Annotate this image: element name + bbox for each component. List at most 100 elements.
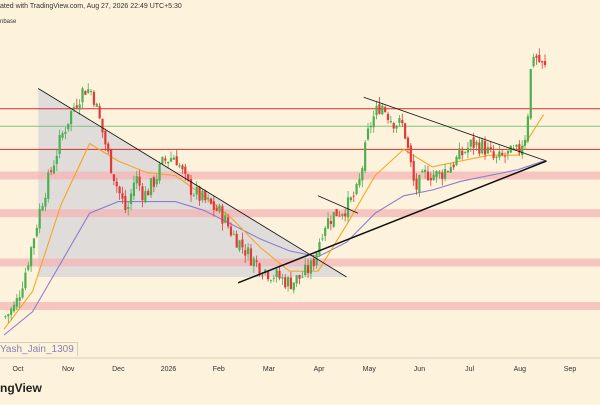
candle-body [515, 144, 518, 147]
candle-body [15, 298, 18, 307]
trendline-ascending-support [237, 160, 547, 284]
trendline-symmetrical-triangle-top [363, 96, 547, 162]
candle-body [286, 277, 290, 287]
candle-body [386, 113, 390, 120]
candle-body [212, 201, 215, 210]
candle-body [466, 147, 470, 153]
candle-body [247, 247, 250, 255]
candle-body [172, 157, 175, 160]
candle-body [109, 149, 113, 174]
candle-body [69, 110, 73, 125]
candle-body [361, 168, 364, 181]
candle-body [249, 248, 253, 266]
candle-body [195, 187, 198, 195]
x-tick-label: Jun [414, 366, 425, 373]
candle-body [481, 139, 484, 154]
candle-body [7, 314, 10, 317]
level-zone-upper [0, 171, 600, 180]
candle-body [352, 195, 355, 197]
candle-body [409, 145, 412, 163]
level-zone-mid [0, 209, 600, 218]
candle-body [87, 89, 90, 93]
candle-body [64, 131, 67, 134]
candle-body [118, 186, 121, 194]
candle-body [149, 178, 153, 196]
candle-body [152, 177, 155, 187]
candle-body [112, 174, 116, 181]
candle-body [98, 106, 101, 119]
candle-body [412, 160, 415, 181]
x-tick-label: Apr [314, 366, 326, 373]
candle-body [10, 308, 13, 315]
candle-body [104, 130, 107, 145]
candle-body [215, 207, 218, 211]
candle-body [461, 150, 464, 156]
candle-body [35, 227, 38, 237]
candle-body [364, 142, 367, 171]
candle-body [169, 158, 173, 162]
candle-body [369, 125, 372, 128]
candle-body [164, 158, 167, 161]
candle-body [155, 178, 158, 185]
candle-body [269, 280, 273, 281]
candle-body [41, 206, 44, 211]
trendline-flag-top [317, 195, 359, 214]
candle-body [535, 55, 538, 58]
publish-info: ated with TradingView.com, Aug 27, 2026 … [0, 3, 182, 10]
candle-body [543, 61, 547, 66]
candle-body [258, 263, 261, 275]
candle-body [158, 163, 161, 181]
candle-body [255, 260, 258, 262]
candle-body [204, 190, 207, 201]
candle-body [304, 264, 307, 276]
candle-body [486, 147, 490, 154]
candle-body [509, 145, 512, 153]
candle-body [218, 205, 221, 212]
candle-body [50, 170, 53, 172]
x-tick-label: Nov [62, 366, 75, 373]
candle-body [92, 91, 96, 105]
candle-body [284, 277, 287, 288]
candle-body [192, 195, 195, 197]
candle-body [201, 191, 204, 201]
candle-body [47, 172, 50, 199]
candle-body [275, 269, 278, 278]
candle-body [229, 226, 233, 236]
candle-body [332, 211, 335, 227]
candle-body [518, 144, 521, 153]
candle-body [512, 148, 515, 150]
candle-body [406, 137, 410, 148]
candle-body [189, 179, 193, 195]
candle-body [392, 122, 395, 129]
candle-body [321, 238, 324, 240]
candle-body [184, 166, 187, 174]
candle-body [503, 155, 507, 157]
candle-body [55, 155, 58, 164]
candle-body [449, 167, 452, 173]
level-zone-low [0, 258, 600, 267]
candle-body [418, 175, 421, 193]
candle-body [81, 88, 84, 103]
candle-body [475, 141, 478, 146]
candle-body [384, 107, 387, 112]
candle-body [167, 161, 170, 164]
candle-body [501, 152, 504, 156]
candle-body [489, 147, 492, 150]
candle-body [378, 104, 381, 114]
candle-body [289, 277, 293, 289]
candle-body [266, 271, 270, 280]
candle-body [469, 139, 472, 147]
candle-body [381, 105, 384, 115]
candle-body [443, 169, 447, 179]
candle-body [135, 176, 138, 184]
tradingview-logo: ngView [0, 381, 42, 395]
candle-body [318, 242, 321, 256]
candle-body [252, 258, 255, 267]
candle-body [224, 215, 227, 223]
candle-body [415, 178, 418, 190]
candle-body [4, 316, 7, 318]
candle-body [424, 169, 427, 173]
candle-body [326, 218, 330, 229]
candle-body [101, 118, 104, 133]
